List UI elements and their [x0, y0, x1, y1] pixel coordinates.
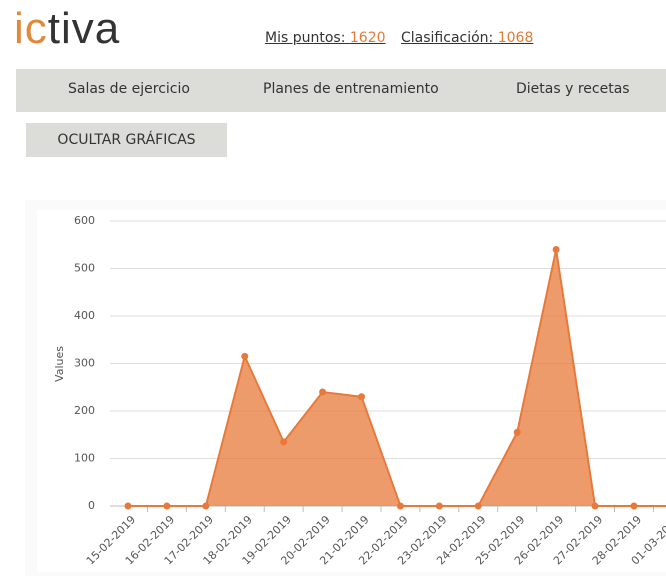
data-point [202, 502, 210, 510]
data-point [513, 428, 521, 436]
data-point [124, 502, 132, 510]
ranking-value: 1068 [497, 30, 534, 46]
data-point [435, 502, 443, 510]
logo-accent: ic [14, 4, 48, 53]
data-point [552, 246, 560, 253]
y-tick-label: 100 [74, 452, 95, 465]
y-tick-label: 500 [74, 262, 95, 275]
points-value: 1620 [349, 30, 386, 46]
points-label: Mis puntos: [265, 30, 346, 46]
logo-rest: tiva [47, 4, 121, 53]
data-point [163, 502, 171, 510]
y-tick-label: 600 [74, 214, 95, 227]
ranking[interactable]: Clasificación: 1068 [401, 30, 533, 46]
y-tick-label: 400 [74, 309, 95, 322]
data-point [591, 502, 599, 510]
nav-item[interactable]: Dietas y recetas [516, 81, 630, 97]
points[interactable]: Mis puntos: 1620 [265, 30, 386, 46]
data-point [358, 393, 366, 401]
nav-item[interactable]: Salas de ejercicio [68, 81, 190, 97]
nav-item[interactable]: Planes de entrenamiento [263, 81, 439, 97]
data-point [241, 352, 249, 360]
data-point [474, 502, 482, 510]
y-axis-title: Values [53, 346, 66, 382]
toggle-charts-button[interactable]: OCULTAR GRÁFICAS [26, 123, 227, 157]
logo[interactable]: ictiva [14, 4, 120, 54]
y-tick-label: 0 [88, 499, 95, 512]
ranking-label: Clasificación: [401, 30, 494, 46]
data-point [630, 502, 638, 510]
data-point [396, 502, 404, 510]
nav-bar: Salas de ejercicio Planes de entrenamien… [16, 69, 666, 112]
data-point [280, 438, 288, 446]
y-tick-label: 200 [74, 404, 95, 417]
y-tick-label: 300 [74, 357, 95, 370]
area-fill [128, 249, 666, 506]
data-point [319, 388, 327, 396]
